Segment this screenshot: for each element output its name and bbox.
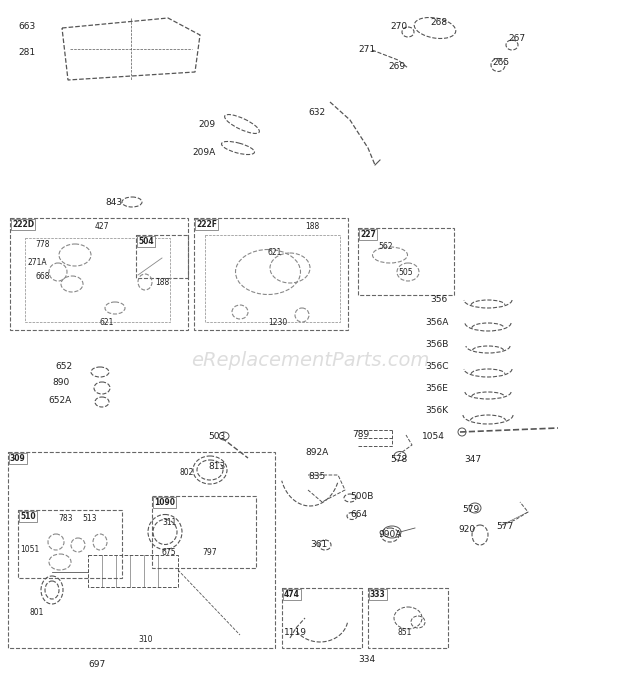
Text: 222F: 222F xyxy=(196,220,217,229)
Text: 579: 579 xyxy=(462,505,479,514)
Text: 890: 890 xyxy=(52,378,69,387)
Text: 500B: 500B xyxy=(350,492,373,501)
Text: 851: 851 xyxy=(398,628,412,637)
Text: 562: 562 xyxy=(378,242,392,251)
Text: 427: 427 xyxy=(95,222,110,231)
Text: 920: 920 xyxy=(458,525,475,534)
Text: 797: 797 xyxy=(202,548,216,557)
Bar xyxy=(368,588,448,648)
Text: 271: 271 xyxy=(358,45,375,54)
Text: 621: 621 xyxy=(268,248,282,257)
Text: 510: 510 xyxy=(20,512,35,521)
Text: 505: 505 xyxy=(398,268,413,277)
Text: 1230: 1230 xyxy=(268,318,287,327)
Text: 268: 268 xyxy=(430,18,447,27)
Bar xyxy=(8,452,275,648)
Text: 356B: 356B xyxy=(425,340,448,349)
Text: 356: 356 xyxy=(430,295,447,304)
Text: 356E: 356E xyxy=(425,384,448,393)
Text: 222D: 222D xyxy=(12,220,34,229)
Text: 513: 513 xyxy=(82,514,97,523)
Bar xyxy=(282,588,362,648)
Text: 813: 813 xyxy=(208,462,225,471)
Text: 789: 789 xyxy=(352,430,370,439)
Text: 778: 778 xyxy=(35,240,50,249)
Text: 188: 188 xyxy=(155,278,169,287)
Text: 188: 188 xyxy=(305,222,319,231)
Bar xyxy=(88,555,178,587)
Text: 652: 652 xyxy=(55,362,72,371)
Text: 801: 801 xyxy=(30,608,45,617)
Text: 652A: 652A xyxy=(48,396,71,405)
Text: 265: 265 xyxy=(492,58,509,67)
Text: 504: 504 xyxy=(138,237,154,246)
Text: 1054: 1054 xyxy=(422,432,445,441)
Text: 675: 675 xyxy=(162,548,177,557)
Text: 334: 334 xyxy=(358,655,375,664)
Text: 271A: 271A xyxy=(28,258,48,267)
Text: 281: 281 xyxy=(18,48,35,57)
Text: 333: 333 xyxy=(370,590,386,599)
Bar xyxy=(152,496,256,568)
Text: 577: 577 xyxy=(496,522,513,531)
Bar xyxy=(194,218,348,330)
Text: 356K: 356K xyxy=(425,406,448,415)
Text: 664: 664 xyxy=(350,510,367,519)
Text: 990A: 990A xyxy=(378,530,401,539)
Bar xyxy=(18,510,122,578)
Text: 632: 632 xyxy=(308,108,325,117)
Text: 356A: 356A xyxy=(425,318,448,327)
Text: 310: 310 xyxy=(138,635,153,644)
Text: 361: 361 xyxy=(310,540,327,549)
Text: eReplacementParts.com: eReplacementParts.com xyxy=(191,351,429,370)
Text: 309: 309 xyxy=(10,454,26,463)
Text: 227: 227 xyxy=(360,230,376,239)
Text: 209A: 209A xyxy=(192,148,215,157)
Text: 270: 270 xyxy=(390,22,407,31)
Text: 663: 663 xyxy=(18,22,35,31)
Text: 892A: 892A xyxy=(305,448,328,457)
Text: 503: 503 xyxy=(208,432,225,441)
Text: 578: 578 xyxy=(390,455,407,464)
Text: 1051: 1051 xyxy=(20,545,39,554)
Text: 697: 697 xyxy=(88,660,105,669)
Text: 267: 267 xyxy=(508,34,525,43)
Text: 668: 668 xyxy=(35,272,50,281)
Text: 311: 311 xyxy=(162,518,176,527)
Text: 835: 835 xyxy=(308,472,326,481)
Text: 269: 269 xyxy=(388,62,405,71)
Text: 356C: 356C xyxy=(425,362,448,371)
Text: 843: 843 xyxy=(105,198,122,207)
Bar xyxy=(136,235,188,278)
Bar xyxy=(358,228,454,295)
Text: 474: 474 xyxy=(284,590,300,599)
Text: 1090: 1090 xyxy=(154,498,175,507)
Text: 1119: 1119 xyxy=(284,628,307,637)
Bar xyxy=(10,218,188,330)
Text: 621: 621 xyxy=(100,318,114,327)
Text: 783: 783 xyxy=(58,514,73,523)
Text: 209: 209 xyxy=(198,120,215,129)
Text: 802: 802 xyxy=(180,468,195,477)
Text: 347: 347 xyxy=(464,455,481,464)
